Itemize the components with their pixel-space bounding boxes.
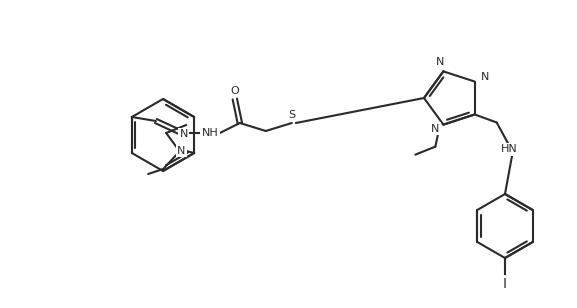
Text: N: N [179, 129, 188, 139]
Text: NH: NH [201, 128, 218, 138]
Text: N: N [431, 124, 440, 134]
Text: N: N [436, 57, 444, 67]
Text: N: N [481, 71, 489, 82]
Text: S: S [288, 110, 295, 120]
Text: HN: HN [501, 144, 518, 154]
Text: O: O [230, 86, 239, 96]
Text: N: N [177, 146, 185, 156]
Text: I: I [503, 277, 507, 291]
